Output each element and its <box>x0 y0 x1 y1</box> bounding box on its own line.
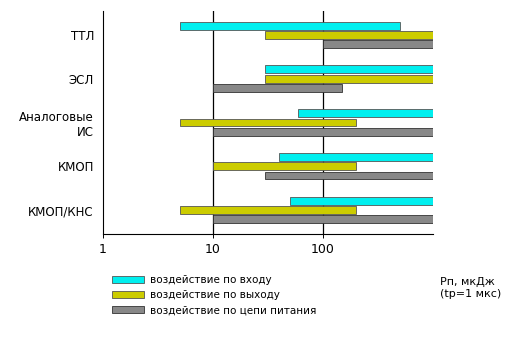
Bar <box>279 153 433 161</box>
Bar <box>213 84 342 92</box>
Bar <box>265 75 433 83</box>
Bar <box>289 197 433 205</box>
Bar <box>180 119 356 126</box>
Bar <box>265 65 433 73</box>
Text: Рп, мкДж
(tр=1 мкс): Рп, мкДж (tр=1 мкс) <box>440 277 502 299</box>
Legend: воздействие по входу, воздействие по выходу, воздействие по цепи питания: воздействие по входу, воздействие по вых… <box>108 271 320 320</box>
Bar <box>213 128 433 136</box>
Bar <box>323 40 433 48</box>
Bar <box>180 22 400 29</box>
Bar <box>265 171 433 180</box>
Bar <box>298 109 433 117</box>
Bar <box>213 162 356 170</box>
Bar <box>265 31 433 39</box>
Bar <box>213 215 433 223</box>
Bar <box>180 206 356 214</box>
